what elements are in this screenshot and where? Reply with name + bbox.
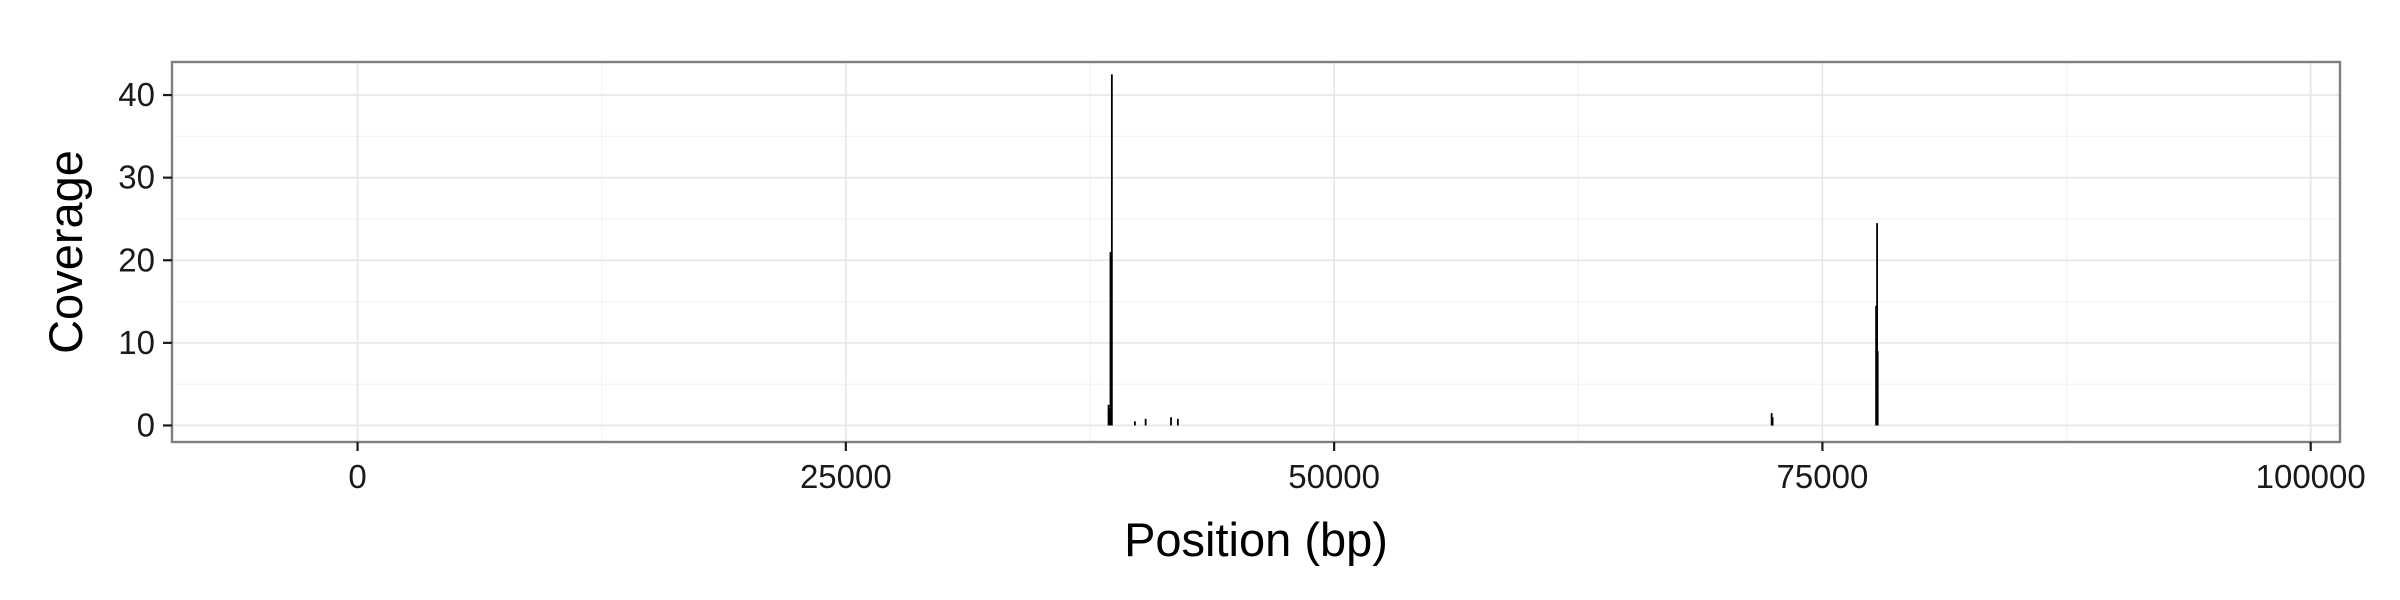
y-axis-title: Coverage: [39, 150, 92, 354]
x-tick-label: 100000: [2256, 458, 2366, 495]
x-axis-title: Position (bp): [1124, 513, 1388, 566]
y-tick-label: 10: [118, 324, 155, 361]
y-tick-label: 30: [118, 159, 155, 196]
x-tick-label: 75000: [1777, 458, 1869, 495]
y-tick-label: 0: [137, 406, 155, 443]
plot-panel: [172, 62, 2340, 442]
y-axis: 0 10 20 30 40: [118, 76, 172, 443]
plot-panel-border: [170, 60, 2342, 444]
y-tick-label: 40: [118, 76, 155, 113]
x-tick-label: 25000: [800, 458, 892, 495]
x-axis: 0 25000 50000 75000 100000: [348, 442, 2366, 495]
y-tick-label: 20: [118, 241, 155, 278]
x-tick-label: 50000: [1288, 458, 1380, 495]
grid-layer: [172, 62, 2340, 442]
x-tick-label: 0: [348, 458, 366, 495]
coverage-series: [1107, 74, 1879, 426]
